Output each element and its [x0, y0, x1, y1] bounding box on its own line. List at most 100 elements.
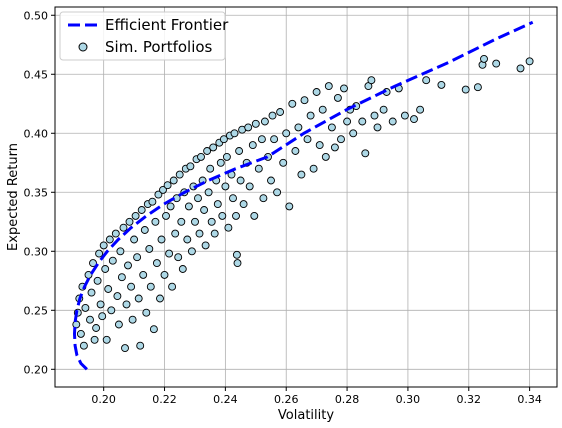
sim-portfolio-point — [76, 329, 85, 338]
sim-portfolio-point — [105, 235, 114, 244]
legend-label-efficient-frontier: Efficient Frontier — [105, 16, 229, 34]
sim-portfolio-point — [416, 105, 425, 114]
sim-portfolio-point — [145, 244, 154, 253]
sim-portfolio-point — [95, 249, 104, 258]
sim-portfolio-point — [358, 117, 367, 126]
sim-portfolio-point — [86, 315, 94, 324]
sim-portfolio-point — [142, 308, 151, 317]
sim-portfolio-point — [437, 80, 446, 89]
sim-portfolio-point — [294, 123, 303, 132]
sim-portfolio-point — [137, 206, 146, 214]
sim-portfolio-point — [303, 135, 312, 144]
sim-portfolio-point — [422, 76, 431, 85]
sim-portfolio-point — [203, 147, 212, 155]
sim-portfolio-point — [276, 108, 285, 116]
sim-portfolio-point — [315, 141, 324, 150]
sim-portfolio-point — [163, 181, 172, 190]
x-tick-label: 0.30 — [396, 393, 421, 406]
sim-portfolio-point — [218, 211, 227, 220]
sim-portfolio-point — [248, 141, 257, 150]
sim-portfolio-point — [306, 111, 315, 120]
legend: Efficient Frontier Sim. Portfolios — [59, 11, 229, 61]
sim-portfolio-point — [177, 217, 186, 226]
sim-portfolio-point — [300, 96, 309, 105]
sim-portfolio-point — [99, 241, 108, 250]
sim-portfolio-point — [113, 292, 122, 301]
sim-portfolio-point — [213, 200, 222, 209]
sim-portfolio-point — [204, 188, 213, 197]
sim-portfolio-point — [233, 259, 242, 268]
sim-portfolio-point — [245, 182, 254, 191]
sim-portfolio-point — [260, 117, 269, 126]
sim-portfolio-point — [235, 147, 244, 155]
sim-portfolio-point — [92, 324, 101, 332]
sim-portfolio-point — [349, 129, 358, 138]
sim-portfolio-point — [297, 170, 306, 179]
sim-portfolio-point — [122, 300, 131, 309]
sim-portfolio-point — [251, 119, 260, 128]
sim-portfolio-point — [388, 117, 397, 126]
sim-portfolio-point — [309, 164, 318, 173]
sim-portfolio-point — [131, 211, 140, 220]
sim-portfolio-point — [171, 229, 180, 238]
sim-portfolio-point — [267, 176, 275, 185]
sim-portfolio-point — [160, 270, 169, 279]
x-axis-ticks: 0.20 0.22 0.24 0.26 0.28 0.30 0.32 0.34 — [91, 387, 542, 406]
y-axis-label: Expected Return — [6, 143, 21, 251]
sim-portfolio-point — [288, 99, 297, 108]
x-tick-label: 0.34 — [517, 393, 542, 406]
sim-portfolio-point — [178, 265, 187, 273]
sim-portfolio-point — [337, 135, 345, 144]
sim-portfolio-point — [157, 235, 166, 244]
sim-portfolio-point — [93, 276, 102, 285]
x-tick-label: 0.28 — [335, 393, 360, 406]
sim-portfolio-point — [116, 247, 125, 256]
sim-portfolio-point — [130, 235, 139, 244]
sim-portfolio-point — [273, 188, 282, 197]
sim-portfolio-point — [224, 223, 233, 232]
sim-portfolio-point — [327, 123, 336, 132]
sim-portfolio-point — [111, 229, 120, 238]
sim-portfolio-point — [159, 185, 167, 194]
sim-portfolio-point — [200, 206, 209, 214]
sim-portfolio-point — [279, 158, 288, 167]
sim-portfolio-point — [79, 341, 88, 350]
sim-portfolio-point — [230, 129, 239, 138]
sim-portfolio-point — [154, 190, 163, 199]
y-tick-label: 0.45 — [24, 68, 49, 81]
sim-portfolio-point — [254, 164, 263, 173]
sim-portfolio-point — [525, 57, 534, 66]
sim-portfolio-point — [183, 235, 192, 244]
sim-portfolio-point — [101, 265, 110, 273]
sim-portfolio-point — [152, 259, 161, 268]
sim-portfolio-point — [229, 194, 237, 203]
sim-portfolio-point — [370, 111, 379, 120]
legend-swatch-sim-portfolios — [78, 42, 88, 52]
sim-portfolio-point — [148, 197, 157, 206]
sim-portfolio-point — [410, 115, 418, 124]
sim-portfolio-point — [121, 344, 129, 353]
y-tick-label: 0.35 — [24, 186, 49, 199]
sim-portfolio-point — [96, 300, 105, 309]
sim-portfolio-point — [257, 135, 266, 144]
sim-portfolio-point — [361, 149, 370, 158]
sim-portfolio-point — [343, 117, 352, 126]
sim-portfolio-point — [108, 256, 117, 265]
sim-portfolio-point — [102, 335, 111, 344]
sim-portfolio-point — [87, 288, 96, 297]
sim-portfolio-point — [117, 273, 126, 282]
grid — [55, 7, 557, 387]
sim-portfolio-point — [492, 59, 501, 68]
y-tick-label: 0.20 — [24, 363, 49, 376]
sim-portfolio-point — [125, 217, 134, 226]
sim-portfolio-point — [162, 211, 170, 220]
sim-portfolio-point — [186, 162, 195, 171]
sim-portfolio-point — [156, 294, 164, 303]
sim-portfolio-point — [187, 247, 196, 256]
plot-frame — [54, 6, 558, 388]
sim-portfolio-point — [98, 312, 107, 321]
sim-portfolio-point — [473, 83, 482, 92]
sim-portfolio-point — [216, 158, 225, 167]
sim-portfolio-point — [133, 253, 142, 262]
